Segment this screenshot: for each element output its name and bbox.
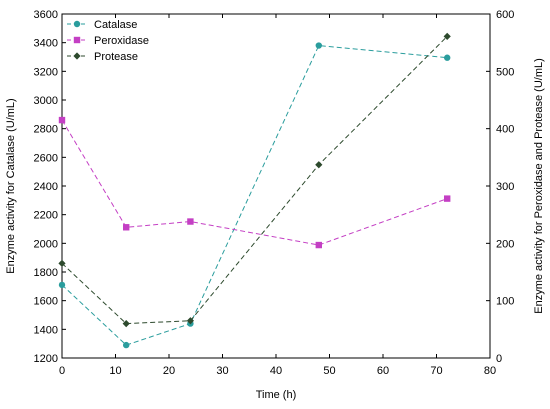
catalase-point — [315, 42, 322, 49]
y-left-tick-label: 3600 — [34, 9, 58, 21]
x-tick-label: 0 — [59, 365, 65, 377]
protease-legend-label: Protease — [94, 51, 138, 63]
y-left-tick-label: 1800 — [34, 267, 58, 279]
x-tick-label: 10 — [109, 365, 121, 377]
protease-point — [186, 317, 194, 325]
protease-point — [122, 320, 130, 328]
peroxidase-point — [123, 224, 130, 231]
y-left-tick-label: 1400 — [34, 324, 58, 336]
x-tick-label: 70 — [430, 365, 442, 377]
series-markers — [58, 32, 451, 349]
peroxidase-point — [315, 241, 322, 249]
peroxidase-legend-label: Peroxidase — [94, 35, 149, 47]
x-axis-title: Time (h) — [256, 389, 297, 401]
series-lines — [61, 36, 448, 346]
peroxidase-legend-marker — [73, 36, 81, 44]
y-left-tick-label: 2000 — [34, 238, 58, 250]
y-left-tick-label: 3400 — [34, 38, 58, 50]
peroxidase-point — [58, 116, 66, 124]
y-left-tick-label: 2400 — [34, 181, 58, 193]
peroxidase-point — [187, 218, 194, 225]
catalase-series-line — [61, 45, 448, 346]
ticks: 0 10 20 30 40 50 60 70 8012001400160018002000220… — [34, 9, 515, 377]
x-tick-label: 30 — [216, 365, 228, 377]
axes — [61, 13, 491, 359]
catalase-point — [123, 341, 130, 349]
catalase-point — [444, 54, 451, 61]
y-right-tick-label: 500 — [496, 66, 514, 78]
x-tick-label: 60 — [377, 365, 389, 377]
x-tick-label: 20 — [163, 365, 175, 377]
protease-legend-marker — [73, 52, 81, 60]
y-left-tick-label: 3000 — [34, 95, 58, 107]
legend: Catalase Peroxidase Protease — [67, 19, 149, 63]
peroxidase-series-line — [61, 119, 448, 246]
y-right-tick-label: 100 — [496, 296, 514, 308]
y-right-tick-label: 600 — [496, 9, 514, 21]
catalase-legend-marker — [73, 20, 81, 28]
y-axis-left-title: Enzyme activity for Catalase (U/mL) — [5, 98, 17, 273]
catalase-point — [58, 281, 66, 289]
x-tick-label: 50 — [323, 365, 335, 377]
x-tick-label: 40 — [270, 365, 282, 377]
y-left-tick-label: 2200 — [34, 210, 58, 222]
y-left-tick-label: 2800 — [34, 124, 58, 136]
y-right-tick-label: 0 — [496, 353, 502, 365]
peroxidase-point — [444, 195, 451, 202]
y-right-tick-label: 300 — [496, 181, 514, 193]
x-tick-label: 80 — [484, 365, 496, 377]
y-right-tick-label: 400 — [496, 124, 514, 136]
plot-frame — [61, 13, 491, 359]
protease-point — [315, 161, 323, 169]
y-right-tick-label: 200 — [496, 238, 514, 250]
y-left-tick-label: 2600 — [34, 152, 58, 164]
protease-point — [443, 32, 451, 40]
y-axis-right-title: Enzyme activity for Peroxidase and Prote… — [533, 58, 545, 314]
protease-point — [58, 259, 66, 267]
protease-series-line — [61, 36, 448, 325]
y-left-tick-label: 1600 — [34, 296, 58, 308]
y-left-tick-label: 1200 — [34, 353, 58, 365]
y-left-tick-label: 3200 — [34, 66, 58, 78]
catalase-legend-label: Catalase — [94, 19, 137, 31]
